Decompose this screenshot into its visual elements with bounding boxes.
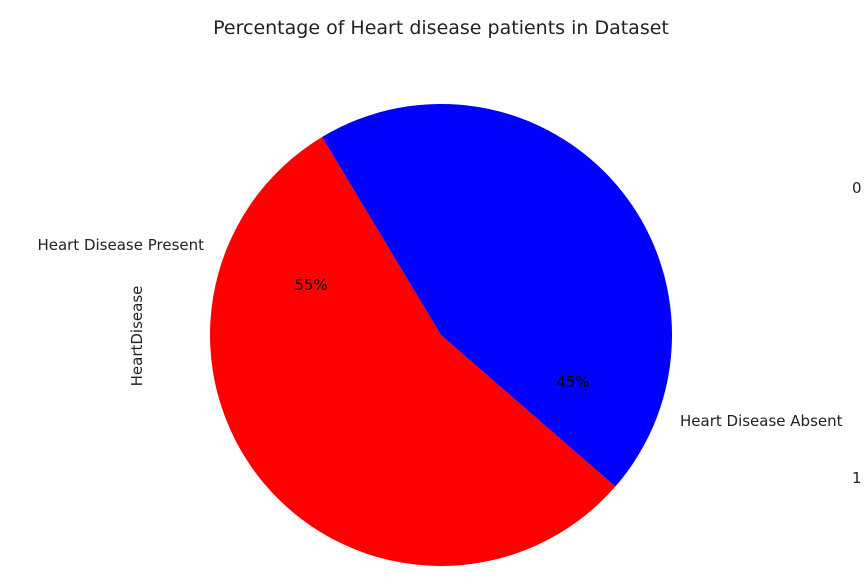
side-label-1: 1 [852, 469, 862, 487]
pie-slice-absent [322, 103, 673, 487]
y-axis-label: HeartDisease [128, 286, 146, 387]
slice-label-absent: Heart Disease Absent [680, 412, 843, 430]
side-label-0: 0 [852, 179, 862, 197]
pct-label-absent: 45% [556, 373, 589, 391]
chart-title: Percentage of Heart disease patients in … [213, 17, 669, 39]
slice-label-present: Heart Disease Present [37, 236, 204, 254]
pie-slice-present [210, 136, 616, 566]
pct-label-present: 55% [294, 276, 327, 294]
pie-slices [210, 103, 673, 566]
